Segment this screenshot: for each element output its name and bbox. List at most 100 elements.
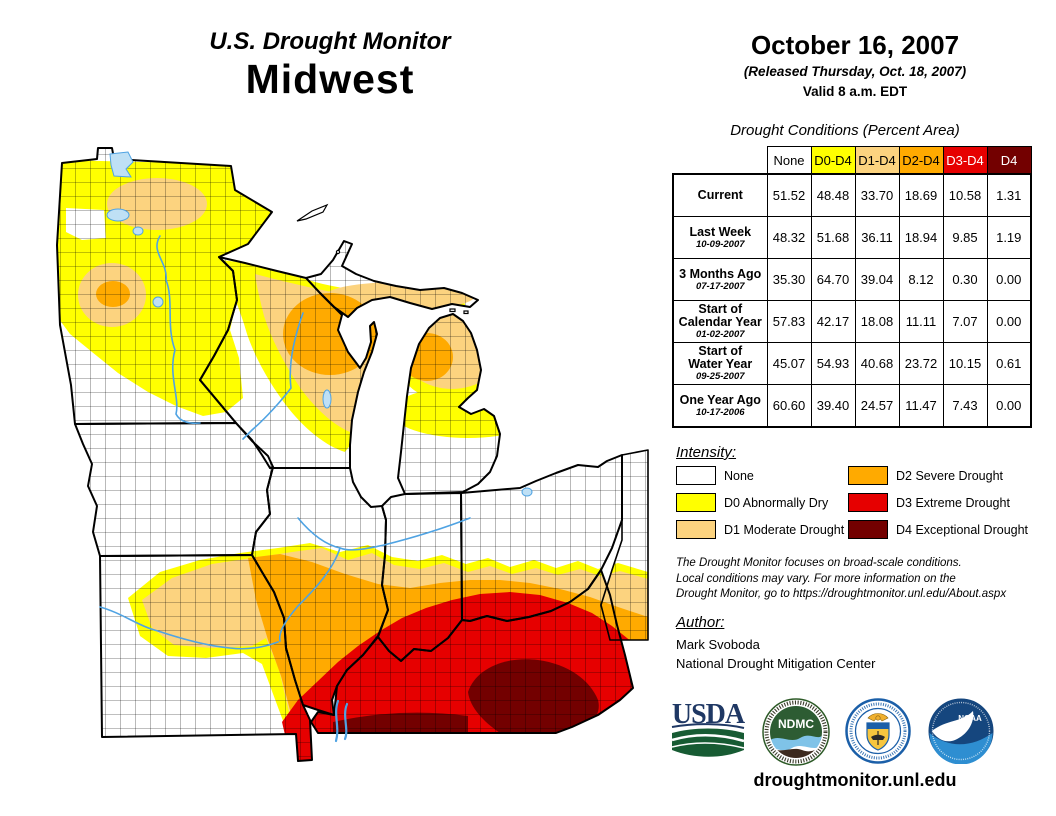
table-cell: 35.30: [766, 258, 812, 301]
row-label: Last Week 10-09-2007: [672, 216, 768, 259]
column-header: D0-D4: [810, 146, 856, 175]
legend-item: D1 Moderate Drought: [676, 520, 846, 540]
table-cell: 18.08: [854, 300, 900, 343]
column-header: D1-D4: [854, 146, 900, 175]
column-header: None: [766, 146, 812, 175]
midwest-drought-map: [56, 147, 649, 762]
report-date: October 16, 2007: [750, 30, 960, 60]
legend-label: D4 Exceptional Drought: [896, 523, 1029, 537]
disclaimer: The Drought Monitor focuses on broad-sca…: [676, 556, 1046, 603]
table-cell: 11.11: [898, 300, 944, 343]
ndmc-text: NDMC: [778, 717, 814, 731]
table-cell: 48.48: [810, 173, 856, 217]
author-title: Author:: [676, 614, 725, 631]
legend-swatch: [848, 466, 888, 485]
noaa-text: NOAA: [958, 714, 982, 723]
table-cell: 57.83: [766, 300, 812, 343]
author-name: Mark Svoboda: [676, 637, 760, 652]
legend-label: D0 Abnormally Dry: [724, 496, 829, 510]
table-cell: 54.93: [810, 342, 856, 385]
legend-item: None: [676, 466, 846, 486]
row-label: One Year Ago 10-17-2006: [672, 384, 768, 428]
table-cell: 39.40: [810, 384, 856, 428]
disclaimer-line: The Drought Monitor focuses on broad-sca…: [676, 557, 962, 569]
table-cell: 7.43: [942, 384, 988, 428]
table-cell: 8.12: [898, 258, 944, 301]
table-cell: 7.07: [942, 300, 988, 343]
table-cell: 0.00: [986, 384, 1032, 428]
table-cell: 24.57: [854, 384, 900, 428]
table-cell: 10.15: [942, 342, 988, 385]
legend-title: Intensity:: [676, 444, 737, 461]
table-cell: 45.07: [766, 342, 812, 385]
page-title: U.S. Drought Monitor: [209, 28, 451, 55]
legend-label: D1 Moderate Drought: [724, 523, 845, 537]
table-row: Start of Calendar Year 01-02-2007 57.83 42.…: [672, 300, 1032, 343]
table-cell: 18.69: [898, 173, 944, 217]
legend-item: D4 Exceptional Drought: [848, 520, 1050, 540]
legend-label: D3 Extreme Drought: [896, 496, 1010, 510]
legend-swatch: [848, 520, 888, 539]
table-cell: 1.19: [986, 216, 1032, 259]
drought-conditions-table: None D0-D4 D1-D4 D2-D4 D3-D4 D4 Current 51.52 4…: [672, 146, 1032, 428]
row-label: 3 Months Ago 07-17-2007: [672, 258, 768, 301]
table-title: Drought Conditions (Percent Area): [730, 122, 960, 139]
row-label: Current: [672, 173, 768, 217]
table-cell: 33.70: [854, 173, 900, 217]
table-cell: 0.30: [942, 258, 988, 301]
commerce-seal-logo: [845, 698, 911, 769]
release-date: (Released Thursday, Oct. 18, 2007): [743, 64, 967, 79]
table-cell: 10.58: [942, 173, 988, 217]
rivers: [99, 235, 471, 743]
legend-item: D3 Extreme Drought: [848, 493, 1050, 513]
table-row: Last Week 10-09-2007 48.32 51.68 36.11 18.94 9…: [672, 216, 1032, 259]
ndmc-logo: NDMC: [762, 698, 830, 771]
table-row: Current 51.52 48.48 33.70 18.69 10.58 1.31: [672, 173, 1032, 217]
table-cell: 42.17: [810, 300, 856, 343]
table-cell: 39.04: [854, 258, 900, 301]
table-cell: 11.47: [898, 384, 944, 428]
county-grid: [57, 148, 648, 761]
legend-swatch: [848, 493, 888, 512]
column-header: D3-D4: [942, 146, 988, 175]
noaa-logo: NOAA: [928, 698, 994, 769]
legend-swatch: [676, 520, 716, 539]
region-title: Midwest: [245, 56, 415, 102]
table-cell: 64.70: [810, 258, 856, 301]
table-row: Start of Water Year 09-25-2007 45.07 54.93 4…: [672, 342, 1032, 385]
table-cell: 40.68: [854, 342, 900, 385]
table-row: One Year Ago 10-17-2006 60.60 39.40 24.57 11.…: [672, 384, 1032, 428]
table-cell: 60.60: [766, 384, 812, 428]
table-cell: 18.94: [898, 216, 944, 259]
valid-time: Valid 8 a.m. EDT: [802, 84, 908, 99]
column-header: D4: [986, 146, 1032, 175]
legend: None D0 Abnormally Dry D1 Moderate Droug…: [676, 466, 1050, 550]
disclaimer-line: Drought Monitor, go to https://droughtmo…: [676, 588, 1007, 600]
table-cell: 0.61: [986, 342, 1032, 385]
lakes: [106, 151, 533, 497]
table-cell: 51.68: [810, 216, 856, 259]
drought-table-wrap: None D0-D4 D1-D4 D2-D4 D3-D4 D4 Current 51.52 4…: [672, 146, 1032, 428]
islands: [296, 203, 469, 315]
table-cell: 48.32: [766, 216, 812, 259]
usda-logo: USDA: [670, 699, 747, 769]
table-row: 3 Months Ago 07-17-2007 35.30 64.70 39.04 8.1…: [672, 258, 1032, 301]
table-cell: 0.00: [986, 300, 1032, 343]
table-cell: 9.85: [942, 216, 988, 259]
table-cell: 51.52: [766, 173, 812, 217]
legend-item: D2 Severe Drought: [848, 466, 1050, 486]
table-cell: 0.00: [986, 258, 1032, 301]
table-cell: 36.11: [854, 216, 900, 259]
legend-label: None: [724, 469, 754, 483]
author-org: National Drought Mitigation Center: [676, 656, 876, 671]
row-label: Start of Water Year 09-25-2007: [672, 342, 768, 385]
legend-label: D2 Severe Drought: [896, 469, 1004, 483]
legend-item: D0 Abnormally Dry: [676, 493, 846, 513]
table-cell: 1.31: [986, 173, 1032, 217]
table-cell: 23.72: [898, 342, 944, 385]
column-header: D2-D4: [898, 146, 944, 175]
row-label: Start of Calendar Year 01-02-2007: [672, 300, 768, 343]
legend-swatch: [676, 466, 716, 485]
legend-swatch: [676, 493, 716, 512]
